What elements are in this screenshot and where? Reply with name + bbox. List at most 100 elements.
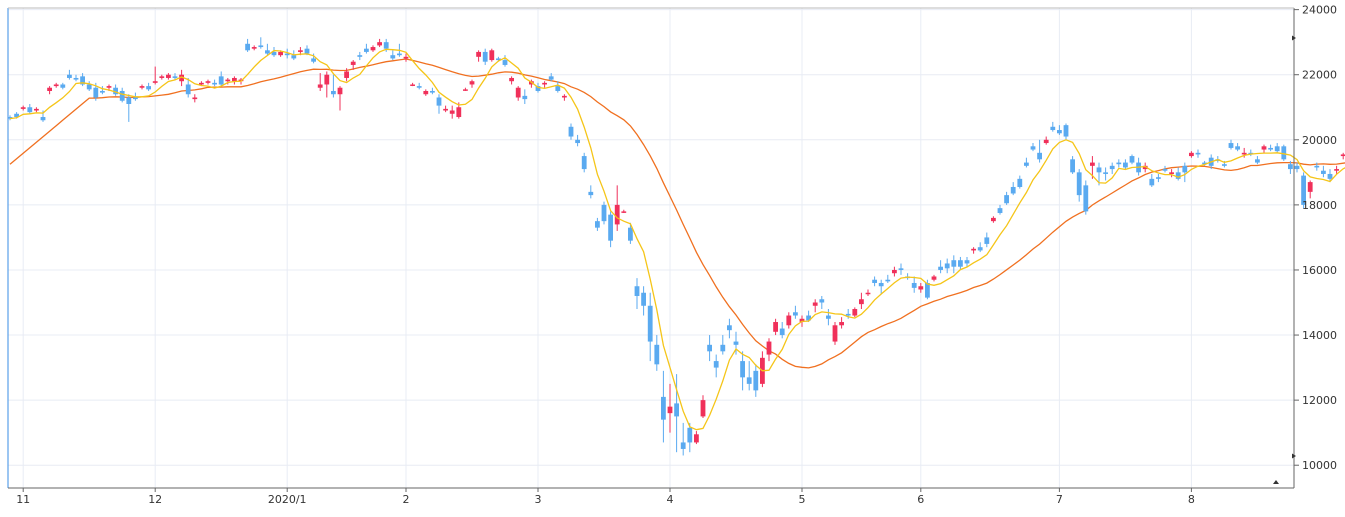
candle-body-up	[1142, 165, 1148, 170]
candle-body-down	[654, 344, 660, 365]
candle-body-down	[1274, 146, 1280, 152]
candle-body-down	[126, 97, 132, 104]
candle-body-down	[938, 266, 943, 270]
candle-body-up	[410, 84, 415, 86]
candle-body-down	[944, 263, 950, 269]
candle-body-up	[773, 322, 778, 332]
candle-body-down	[1004, 195, 1009, 204]
candle-body-down	[146, 86, 151, 90]
x-tick-label: 7	[1056, 493, 1063, 506]
candle-body-down	[885, 279, 891, 282]
candle-body-down	[826, 315, 831, 319]
plot-frame	[7, 7, 1295, 489]
candle-body-down	[647, 305, 653, 342]
candle-body-up	[377, 42, 382, 46]
candle-body-down	[1268, 147, 1273, 150]
candle-body-up	[621, 211, 627, 213]
candle-body-down	[1301, 175, 1306, 205]
candle-body-up	[892, 269, 897, 274]
candle-body-down	[265, 50, 270, 54]
candle-body-down	[1063, 125, 1069, 137]
candle-body-up	[614, 204, 620, 225]
candle-body-up	[298, 50, 303, 52]
candle-body-up	[463, 89, 468, 91]
candle-body-down	[746, 377, 752, 384]
candle-body-up	[443, 108, 448, 111]
scroll-marker-icon	[1292, 453, 1296, 459]
y-tick-label: 22000	[1302, 69, 1337, 82]
candle-body-up	[476, 51, 481, 57]
candle-body-down	[740, 361, 745, 378]
candle-body-up	[812, 302, 818, 306]
candle-body-down	[878, 282, 884, 287]
candle-body-down	[60, 84, 66, 88]
candle-body-up	[139, 86, 145, 88]
candle-body-down	[1096, 167, 1102, 173]
candle-body-down	[753, 370, 759, 391]
candle-body-up	[694, 434, 699, 443]
candle-body-down	[548, 76, 554, 80]
candle-body-down	[133, 97, 138, 100]
candle-body-down	[522, 95, 528, 100]
candle-body-up	[991, 217, 996, 222]
candle-body-down	[1228, 143, 1234, 148]
candle-body-down	[80, 76, 85, 85]
candle-body-down	[595, 221, 600, 228]
candle-body-down	[14, 113, 19, 118]
candle-body-down	[1037, 152, 1042, 160]
candle-body-down	[185, 84, 191, 95]
y-tick-label: 16000	[1302, 264, 1337, 277]
candle-body-up	[179, 74, 184, 82]
candle-body-down	[311, 58, 316, 62]
candle-body-up	[700, 400, 706, 417]
y-tick-label: 12000	[1302, 394, 1337, 407]
candle-body-down	[641, 292, 646, 306]
x-tick-label: 12	[148, 493, 162, 506]
candle-body-up	[20, 107, 26, 109]
candle-body-down	[1017, 178, 1023, 187]
candle-body-up	[667, 406, 673, 414]
candle-body-down	[67, 74, 72, 78]
candles	[7, 37, 1345, 456]
candle-body-down	[1076, 172, 1082, 196]
candle-body-down	[958, 260, 963, 267]
candle-body-down	[674, 403, 679, 417]
candle-body-down	[1175, 172, 1181, 179]
candle-body-up	[456, 107, 462, 118]
candle-body-up	[403, 56, 409, 59]
candle-body-down	[502, 60, 508, 65]
candle-body-down	[1024, 162, 1029, 166]
candle-body-down	[218, 76, 224, 85]
candle-body-down	[416, 86, 422, 88]
candle-body-down	[1057, 130, 1062, 134]
candle-body-up	[106, 86, 112, 88]
candle-body-down	[364, 48, 369, 52]
candle-body-down	[7, 117, 13, 119]
ma-long-line	[9, 58, 1345, 369]
x-tick-label: 6	[917, 493, 924, 506]
candle-body-up	[152, 81, 158, 83]
candle-body-up	[865, 292, 871, 295]
candle-body-down	[271, 51, 277, 56]
candle-body-down	[40, 117, 46, 121]
candle-body-down	[601, 204, 607, 222]
x-tick-label: 8	[1188, 493, 1195, 506]
candle-body-down	[73, 77, 79, 80]
candle-body-down	[588, 191, 594, 196]
candle-body-up	[852, 309, 858, 316]
candle-body-down	[733, 341, 739, 345]
candle-body-up	[1189, 152, 1194, 157]
candle-body-down	[984, 237, 990, 244]
candle-body-down	[1321, 170, 1326, 174]
candle-body-down	[1288, 164, 1293, 170]
candle-body-down	[1281, 146, 1287, 160]
candle-body-down	[1195, 152, 1201, 155]
y-tick-label: 20000	[1302, 134, 1337, 147]
candle-body-down	[1294, 165, 1300, 170]
candle-body-down	[1109, 165, 1115, 170]
candle-body-down	[1327, 173, 1333, 179]
candle-body-up	[350, 61, 356, 65]
candle-body-down	[1116, 162, 1122, 165]
candle-body-down	[496, 58, 501, 61]
candle-body-up	[251, 47, 257, 49]
